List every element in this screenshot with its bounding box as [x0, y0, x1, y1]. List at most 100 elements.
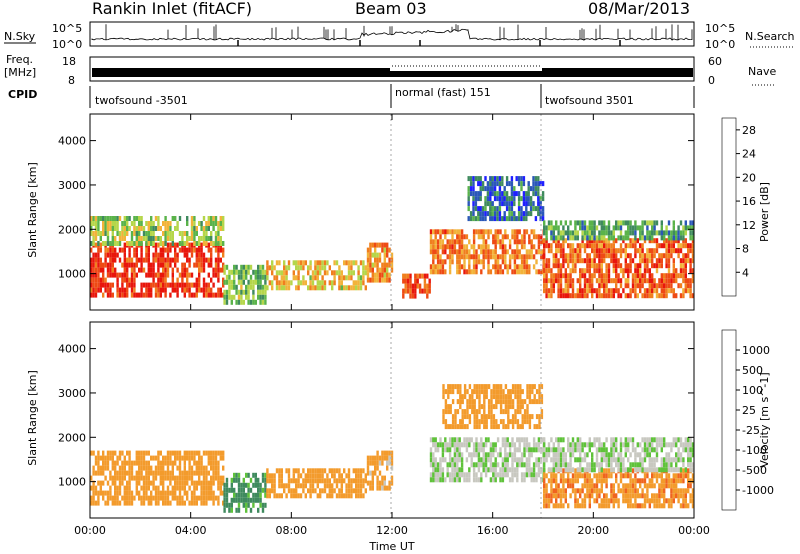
data-cell — [458, 442, 461, 448]
data-cell — [390, 257, 394, 263]
data-cell — [658, 493, 661, 499]
data-cell — [586, 253, 589, 259]
data-cell — [491, 186, 494, 192]
data-cell — [598, 478, 601, 484]
data-cell — [116, 231, 119, 236]
data-cell — [579, 243, 582, 249]
data-cell — [171, 470, 174, 476]
data-cell — [278, 473, 281, 479]
data-cell — [550, 220, 553, 226]
data-cell — [426, 273, 429, 279]
data-cell — [432, 249, 435, 255]
data-cell — [106, 241, 110, 246]
data-cell — [567, 278, 570, 284]
data-cell — [451, 244, 454, 250]
data-cell — [672, 498, 675, 504]
data-cell — [202, 252, 206, 258]
data-cell — [228, 284, 231, 290]
data-cell — [579, 248, 582, 254]
data-cell — [441, 457, 445, 463]
data-cell — [198, 470, 201, 476]
data-cell — [147, 450, 150, 456]
data-cell — [523, 437, 526, 443]
data-cell — [518, 447, 521, 453]
data-cell — [691, 473, 695, 479]
data-cell — [677, 437, 680, 443]
data-cell — [636, 268, 639, 274]
data-cell — [200, 455, 203, 461]
data-cell — [114, 470, 117, 476]
data-cell — [624, 442, 627, 448]
data-cell — [646, 220, 649, 226]
data-cell — [106, 500, 110, 506]
data-cell — [162, 455, 165, 461]
data-cell — [323, 265, 327, 271]
data-cell — [116, 241, 119, 246]
data-cell — [176, 252, 179, 258]
data-cell — [598, 467, 601, 473]
data-cell — [406, 273, 410, 279]
data-cell — [670, 498, 673, 504]
data-cell — [545, 273, 548, 279]
data-cell — [309, 285, 312, 291]
data-cell — [210, 236, 213, 241]
data-cell — [278, 468, 281, 474]
data-cell — [482, 447, 485, 453]
data-cell — [94, 287, 98, 293]
data-cell — [629, 498, 632, 504]
data-cell — [547, 278, 551, 284]
data-cell — [252, 279, 255, 285]
data-cell — [297, 483, 300, 489]
velocity-ylabel: Slant Range [km] — [26, 370, 39, 466]
data-cell — [162, 465, 165, 471]
data-cell — [472, 467, 476, 473]
data-cell — [470, 269, 473, 275]
data-cell — [142, 450, 146, 456]
data-cell — [121, 231, 124, 236]
data-cell — [516, 477, 519, 483]
data-cell — [102, 272, 105, 278]
data-cell — [675, 473, 678, 479]
data-cell — [198, 267, 201, 273]
data-cell — [646, 473, 649, 479]
data-cell — [314, 275, 317, 281]
data-cell — [114, 500, 117, 506]
data-cell — [586, 283, 589, 289]
data-cell — [109, 292, 112, 298]
data-cell — [521, 399, 524, 405]
data-cell — [641, 493, 644, 499]
data-cell — [541, 196, 545, 202]
data-cell — [492, 472, 495, 478]
data-cell — [557, 248, 560, 254]
data-cell — [183, 231, 186, 236]
data-cell — [292, 493, 295, 499]
data-cell — [152, 267, 155, 273]
data-cell — [550, 230, 553, 236]
data-cell — [314, 473, 317, 479]
data-cell — [540, 477, 543, 483]
data-cell — [639, 503, 642, 509]
data-cell — [142, 485, 146, 491]
data-cell — [102, 216, 105, 221]
data-cell — [550, 273, 553, 279]
data-cell — [501, 239, 505, 245]
data-cell — [629, 503, 632, 509]
data-cell — [275, 468, 279, 474]
data-cell — [106, 231, 110, 236]
data-cell — [207, 226, 210, 231]
data-cell — [245, 274, 248, 280]
data-cell — [478, 389, 481, 395]
data-cell — [689, 467, 692, 473]
data-cell — [682, 243, 685, 249]
freq-tick-bottom: 8 — [68, 74, 75, 87]
data-cell — [459, 419, 462, 425]
data-cell — [494, 229, 497, 235]
data-cell — [519, 389, 522, 395]
data-cell — [240, 289, 243, 295]
data-cell — [691, 488, 695, 494]
data-cell — [273, 493, 276, 499]
data-cell — [474, 196, 478, 202]
data-cell — [672, 258, 675, 264]
data-cell — [665, 498, 668, 504]
data-cell — [622, 248, 625, 254]
